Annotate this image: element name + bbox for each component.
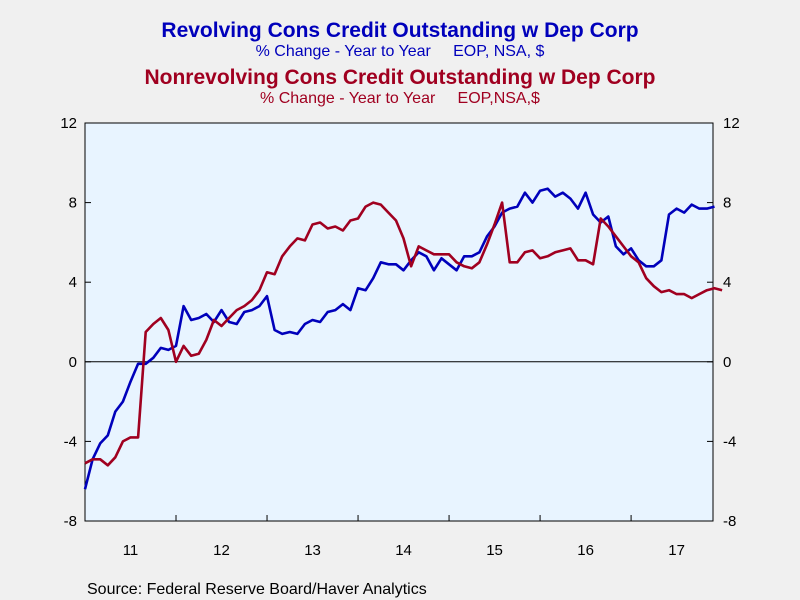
- series-group: [83, 187, 723, 490]
- title-revolving: Revolving Cons Credit Outstanding w Dep …: [161, 19, 638, 42]
- x-tick-label: 16: [577, 542, 594, 559]
- x-tick-label: 12: [213, 542, 230, 559]
- x-tick-label: 17: [668, 542, 685, 559]
- x-tick-label: 13: [304, 542, 321, 559]
- x-tick-label: 11: [123, 542, 139, 559]
- y-tick-label-left: 12: [60, 115, 77, 132]
- y-tick-label-left: 4: [69, 274, 77, 291]
- subtitle-nonrevolving: % Change - Year to Year EOP,NSA,$: [260, 90, 540, 107]
- y-axis-right: -8 -4 0 4 8 12: [707, 115, 740, 530]
- y-tick-label-left: -4: [64, 433, 77, 450]
- x-axis: 11 12 13 14 15 16 17: [123, 515, 685, 559]
- y-tick-label-left: -8: [64, 513, 77, 530]
- subtitle-revolving: % Change - Year to Year EOP, NSA, $: [256, 43, 545, 60]
- series-line-1: [83, 187, 715, 490]
- y-tick-label-right: -8: [723, 513, 736, 530]
- y-tick-label-right: -4: [723, 433, 736, 450]
- y-tick-label-left: 8: [69, 195, 77, 212]
- source-note: Source: Federal Reserve Board/Haver Anal…: [87, 581, 427, 598]
- x-tick-label: 15: [486, 542, 503, 559]
- y-tick-label-right: 4: [723, 274, 731, 291]
- y-tick-label-right: 12: [723, 115, 740, 132]
- y-tick-label-right: 0: [723, 354, 731, 371]
- plot-area: [84, 122, 714, 522]
- y-tick-label-left: 0: [69, 354, 77, 371]
- series-line-2: [84, 201, 723, 467]
- y-tick-label-right: 8: [723, 195, 731, 212]
- x-tick-label: 14: [395, 542, 412, 559]
- y-axis-left: -8 -4 0 4 8 12: [60, 115, 91, 530]
- title-nonrevolving: Nonrevolving Cons Credit Outstanding w D…: [144, 66, 655, 89]
